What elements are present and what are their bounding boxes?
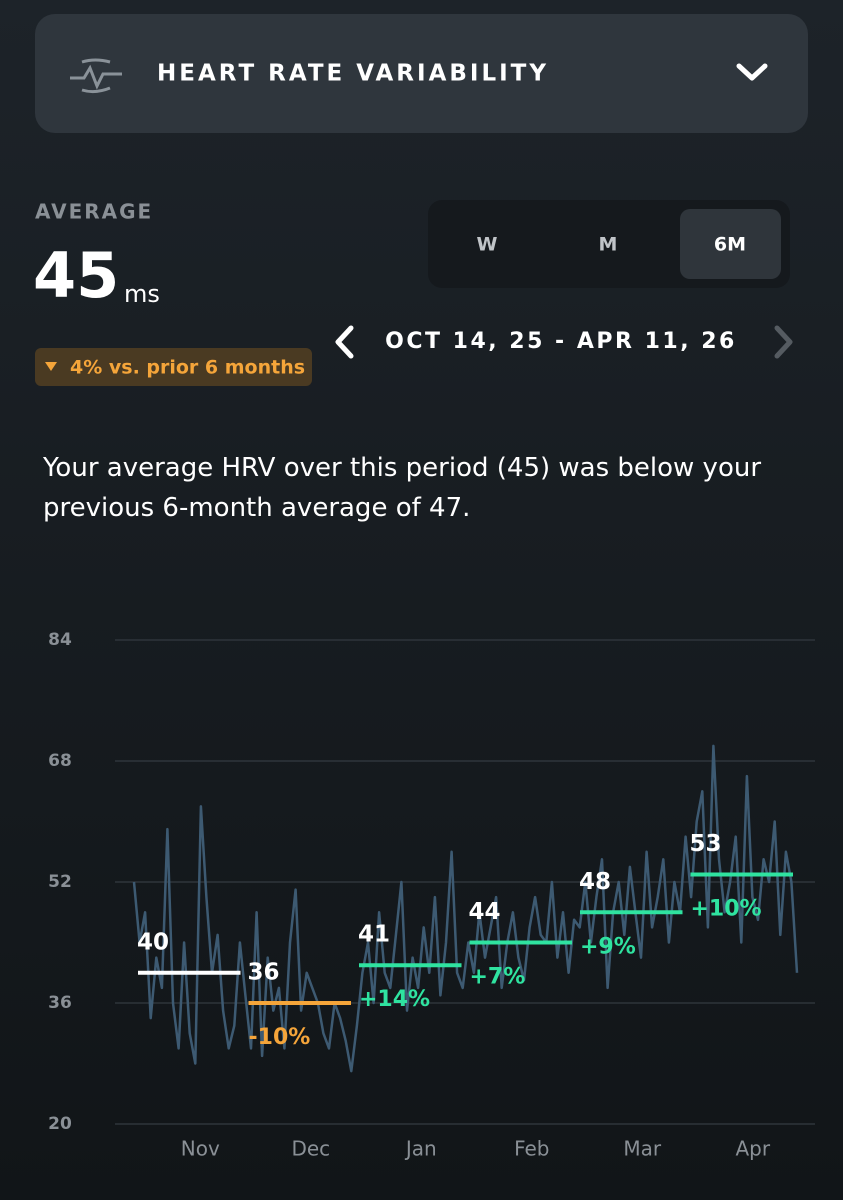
average-label: 48 [579,869,611,895]
summary-value: 45 [33,239,119,312]
down-triangle [45,362,57,371]
date-range: OCT 14, 25 - APR 11, 26 [385,329,737,354]
prev-arrow[interactable] [335,325,354,359]
tab-label[interactable]: W [477,234,498,256]
hrv-icon [70,64,122,90]
x-tick-label: Mar [623,1137,662,1161]
description: Your average HRV over this period (45) w… [43,453,762,523]
x-tick-label: Dec [291,1137,330,1161]
average-label: 44 [468,899,500,925]
average-label: 53 [689,831,721,857]
comparison-badge [35,348,312,386]
average-label: 40 [137,929,169,955]
hrv-icon-waves [81,58,111,94]
header-card[interactable] [35,14,808,133]
change-label: +10% [691,896,762,921]
x-tick-label: Apr [735,1137,770,1161]
hrv-line [132,744,799,1073]
y-tick-label: 52 [48,872,72,892]
tab-selected [680,209,781,279]
average-label: 36 [247,960,279,986]
dropdown-chevron[interactable] [736,63,768,81]
y-tick-label: 20 [48,1114,72,1134]
y-tick-label: 68 [48,751,72,771]
change-label: +7% [470,965,526,990]
change-label: +14% [359,987,430,1012]
y-tick-label: 36 [48,993,72,1013]
y-tick-label: 84 [48,630,72,650]
x-tick-label: Nov [181,1137,220,1161]
tab-label[interactable]: M [599,234,618,256]
summary-label: AVERAGE [35,200,153,224]
change-label: -10% [249,1025,311,1050]
next-arrow[interactable] [774,325,793,359]
x-tick-label: Jan [404,1137,437,1161]
summary-unit: ms [124,280,160,308]
average-label: 41 [358,922,390,948]
change-label: +9% [580,934,636,959]
x-tick-label: Feb [514,1137,549,1161]
comparison-text: 4% vs. prior 6 months [70,357,305,379]
header-title: HEART RATE VARIABILITY [157,61,549,87]
tab-label[interactable]: 6M [714,234,746,256]
